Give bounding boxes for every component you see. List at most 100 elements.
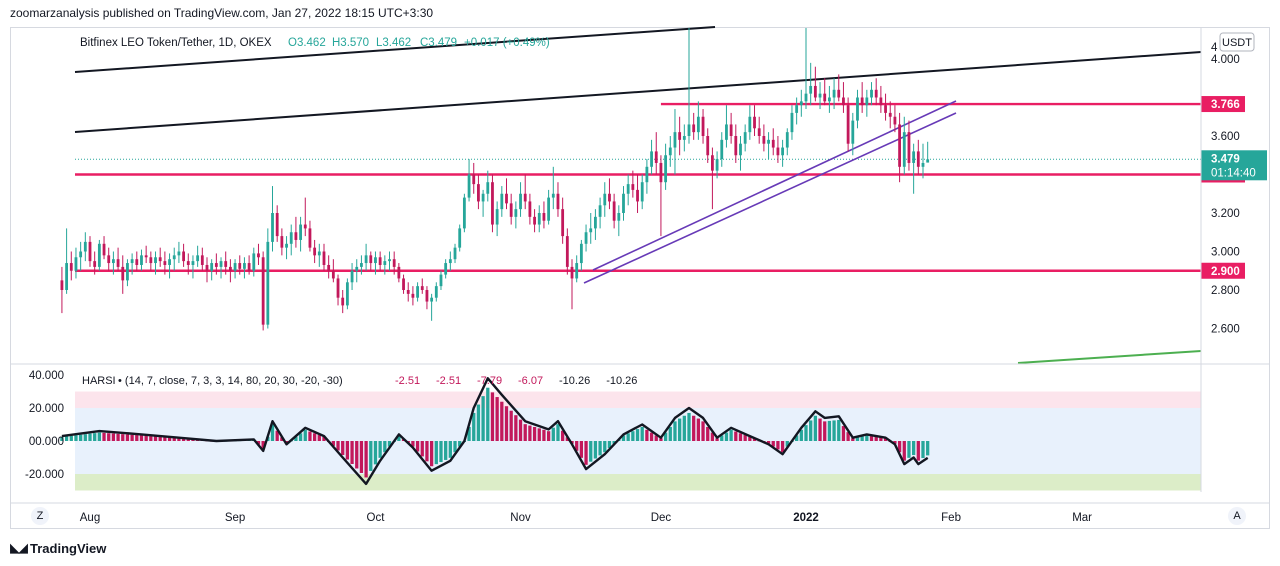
currency-button[interactable] [1219,32,1255,52]
trendline-middle[interactable] [74,51,1202,133]
candle-body [275,213,279,237]
timezone-button[interactable]: Z [31,507,49,525]
trendline-upper[interactable] [74,26,716,73]
candle-body [509,203,513,217]
harsi-histogram-bar [678,418,682,441]
harsi-histogram-bar [135,435,139,441]
harsi-histogram-bar [144,435,148,441]
candle-body [406,290,410,294]
trendline-green[interactable] [1017,350,1202,364]
candle-body [902,132,906,167]
candle-body [612,201,616,221]
candle-body [491,182,494,225]
harsi-histogram-bar [275,430,279,441]
harsi-histogram-bar [429,441,434,467]
price-tick-label: 3.200 [1211,208,1240,220]
harsi-histogram-bar [738,433,743,441]
candle-body [888,112,892,117]
price-tick-label: 4 [1211,42,1218,54]
candle-body [650,151,653,167]
candle-body [224,261,228,267]
candle-body [369,255,373,264]
candle-body [542,213,546,221]
time-tick-label: Feb [941,512,961,524]
candle-body [458,228,462,248]
harsi-histogram-bar [397,435,401,441]
harsi-histogram-bar [186,438,190,441]
candle-body [926,159,930,163]
candle-body [341,297,345,306]
overbought-zone [75,391,1201,408]
candle-body [163,261,167,265]
harsi-histogram-bar [743,435,747,441]
harsi-histogram-bar [528,425,532,441]
harsi-histogram-bar [490,392,495,441]
candle-body [785,132,789,148]
harsi-histogram-bar [125,434,130,441]
harsi-histogram-bar [612,441,616,444]
harsi-histogram-bar [687,412,691,441]
harsi-histogram-bar [607,441,612,449]
harsi-histogram-bar [317,435,321,441]
harsi-histogram-bar [83,434,87,441]
harsi-histogram-bar [458,441,462,447]
candle-body [60,280,64,290]
candle-body [776,147,780,156]
current-price-value: 3.479 [1211,153,1240,165]
time-tick-label: Nov [510,512,531,524]
candle-body [823,93,827,102]
candle-body [434,286,438,298]
harsi-histogram-bar [383,441,387,453]
harsi-histogram-bar [298,433,303,441]
candle-body [214,263,218,267]
candle-body [622,193,625,213]
candle-body [336,278,340,298]
harsi-histogram-bar [593,441,598,459]
harsi-histogram-bar [879,437,883,441]
candle-body [781,147,785,156]
harsi-histogram-bar [97,432,101,441]
channel-upper[interactable] [592,100,957,271]
harsi-histogram-bar [261,441,265,450]
ohlc-high: H3.570 [332,37,369,49]
symbol-title: Bitfinex LEO Token/Tether, 1D, OKEX [80,37,272,49]
harsi-histogram-bar [303,429,307,441]
candle-body [200,255,204,265]
harsi-histogram-bar [551,427,555,441]
candle-body [121,266,125,281]
harsi-histogram-bar [532,426,537,441]
candle-body [837,89,841,98]
candle-body [692,124,696,133]
candle-body [88,241,92,262]
time-tick-label: 2022 [793,512,819,524]
candle-body [462,197,466,229]
candle-body [842,97,845,106]
harsi-histogram-bar [355,441,359,469]
harsi-histogram-bar [598,441,602,456]
harsi-histogram-bar [621,435,626,441]
harsi-histogram-bar [752,438,757,441]
candle-body [893,116,897,125]
candle-body [827,97,831,102]
harsi-histogram-bar [177,438,181,441]
candle-body [378,257,382,265]
candle-body [645,166,649,183]
harsi-histogram-bar [280,437,284,441]
harsi-histogram-bar [645,429,649,441]
tradingview-logo[interactable]: ◣◢ TradingView [10,540,106,556]
harsi-histogram-bar [579,441,584,458]
tradingview-logo-icon: ◣◢ [10,540,28,555]
indicator-value: -2.51 [436,375,461,387]
harsi-histogram-bar [472,412,476,441]
harsi-histogram-bar [364,441,368,478]
candle-body [701,116,705,136]
harsi-histogram-bar [439,441,443,463]
harsi-histogram-bar [411,441,415,447]
harsi-histogram-bar [874,436,878,441]
candle-body [402,278,405,290]
harsi-histogram-bar [692,415,696,441]
auto-scale-button[interactable]: A [1228,507,1246,525]
channel-lower[interactable] [583,112,957,284]
candle-body [500,193,504,210]
